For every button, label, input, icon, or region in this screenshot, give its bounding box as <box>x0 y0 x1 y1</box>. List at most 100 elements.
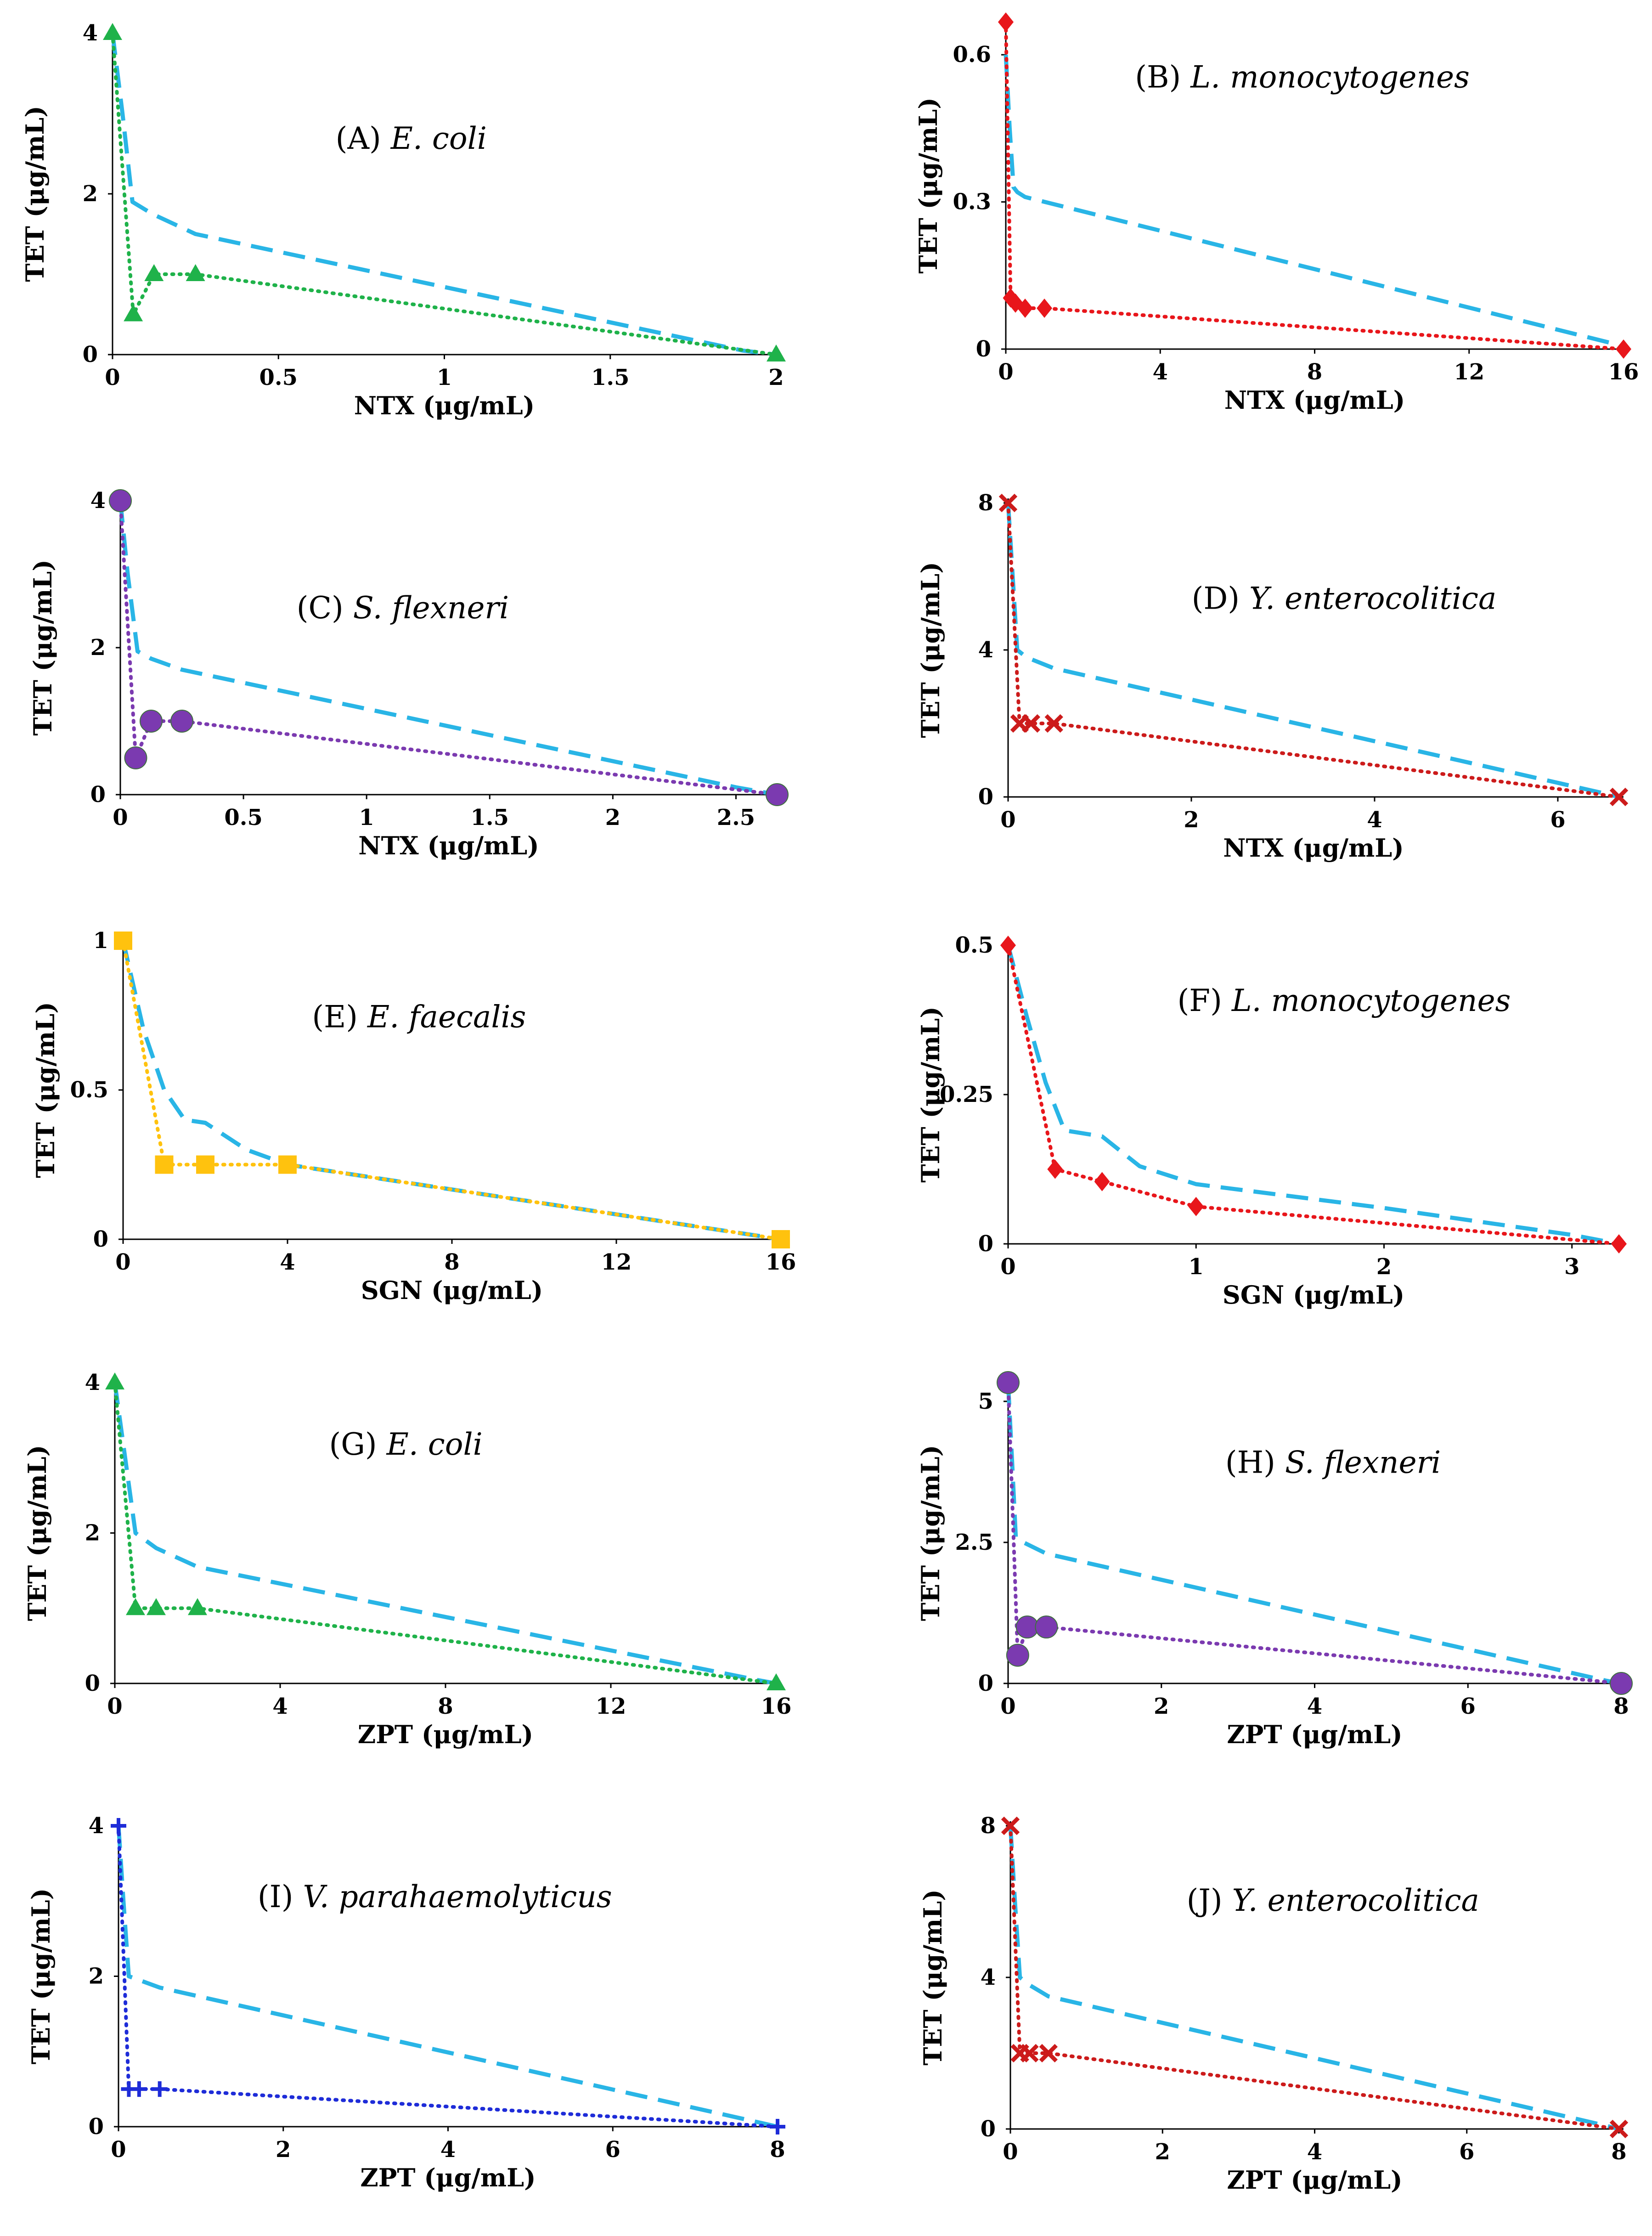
y-axis-label: TET (μg/mL) <box>913 97 943 274</box>
y-axis-label: TET (μg/mL) <box>23 1445 52 1621</box>
y-tick-label: 0 <box>981 2116 996 2142</box>
x-tick-label: 1.5 <box>471 805 509 830</box>
panel-title-prefix: (D) <box>1192 581 1249 616</box>
panel-J: 0 2 4 6 8 0 4 8 ZPT (μg/mL) TET (μg/mL) (J) Y. ent… <box>918 1813 1629 2195</box>
observed-line <box>111 31 778 356</box>
y-tick-label: 0 <box>93 1226 108 1252</box>
observed-line <box>121 939 783 1241</box>
x-tick-label: 8 <box>438 1694 453 1719</box>
panel-title: (F) L. monocytogenes <box>1178 983 1511 1018</box>
y-tick-label: 2 <box>83 181 98 207</box>
data-point-x <box>998 493 1018 513</box>
data-point-diamond <box>1037 299 1053 318</box>
data-point-square <box>114 932 132 950</box>
y-axis-label: TET (μg/mL) <box>918 1889 947 2066</box>
data-point-diamond <box>1188 1197 1204 1216</box>
observed-line <box>118 499 779 796</box>
panel-title: (B) L. monocytogenes <box>1135 59 1470 95</box>
y-tick-label: 8 <box>981 1813 996 1839</box>
x-tick-label: 4 <box>1153 359 1168 385</box>
data-point-circle <box>109 489 132 512</box>
data-point-triangle <box>188 1598 207 1615</box>
panel-title-species: L. monocytogenes <box>1231 983 1511 1018</box>
data-point-x <box>1020 2044 1039 2063</box>
data-point-circle <box>170 710 194 733</box>
y-tick-label: 4 <box>89 1813 104 1839</box>
data-point-circle <box>1035 1615 1058 1639</box>
y-tick-label: 2 <box>85 1520 100 1546</box>
y-axis-label: TET (μg/mL) <box>20 106 50 282</box>
x-tick-label: 0.5 <box>259 365 298 390</box>
panel-title-species: V. parahaemolyticus <box>303 1879 612 1914</box>
y-tick-label: 1 <box>93 928 108 954</box>
x-axis-label: ZPT (μg/mL) <box>1227 2165 1402 2195</box>
panel-title-prefix: (G) <box>329 1427 386 1462</box>
data-point-triangle <box>124 304 143 322</box>
x-tick-label: 8 <box>1307 359 1322 385</box>
x-axis-label: SGN (μg/mL) <box>1223 1280 1404 1310</box>
data-point-square <box>155 1155 174 1174</box>
data-point-diamond <box>998 12 1014 32</box>
panel-B: 0 4 8 12 16 0 0.3 0.6 NTX (μg/mL) TET (μg/mL) (B) … <box>913 12 1639 415</box>
x-tick-label: 16 <box>1608 359 1639 385</box>
x-tick-label: 2 <box>1154 1694 1169 1719</box>
x-tick-label: 0 <box>998 359 1013 385</box>
x-tick-label: 4 <box>1307 2139 1322 2165</box>
observed-line <box>1006 501 1621 799</box>
panel-title-species: S. flexneri <box>1285 1445 1441 1480</box>
panel-title: (A) E. coli <box>336 121 487 156</box>
panel-title-species: E. coli <box>390 121 487 156</box>
additivity-line <box>1006 944 1619 1246</box>
x-tick-label: 2 <box>605 805 620 830</box>
data-point-circle <box>1610 1672 1633 1695</box>
data-point-triangle <box>103 23 122 40</box>
data-point-x <box>1609 787 1629 807</box>
y-tick-label: 0 <box>89 2114 104 2140</box>
x-tick-label: 4 <box>1307 1694 1322 1719</box>
x-tick-label: 4 <box>272 1694 288 1719</box>
data-point-diamond <box>1611 1234 1627 1254</box>
x-tick-label: 8 <box>770 2137 785 2163</box>
x-tick-label: 8 <box>1613 1694 1629 1719</box>
additivity-line <box>110 33 777 357</box>
x-tick-label: 2 <box>1376 1254 1392 1280</box>
x-tick-label: 0 <box>1000 1694 1015 1719</box>
data-point-x <box>1039 2044 1058 2063</box>
data-point-x <box>1609 2119 1629 2139</box>
data-point-square <box>278 1155 297 1174</box>
data-point-triangle <box>767 1673 786 1690</box>
y-tick-label: 0.25 <box>940 1082 993 1107</box>
data-point-diamond <box>1017 299 1033 318</box>
data-point-x <box>1001 1816 1020 1835</box>
x-tick-label: 6 <box>1460 1694 1476 1719</box>
x-tick-label: 4 <box>440 2137 456 2163</box>
panel-title: (E) E. faecalis <box>312 999 526 1035</box>
y-tick-label: 0.5 <box>70 1077 108 1103</box>
x-tick-label: 4 <box>1367 807 1382 833</box>
y-tick-label: 0.6 <box>953 42 991 68</box>
data-point-triangle <box>105 1372 124 1389</box>
data-point-circle <box>997 1371 1020 1394</box>
data-point-circle <box>124 746 147 769</box>
data-point-triangle <box>126 1598 145 1615</box>
x-tick-label: 1.5 <box>591 365 630 390</box>
x-tick-label: 0.5 <box>224 805 263 830</box>
data-point-diamond <box>1616 339 1631 359</box>
y-axis-label: TET (μg/mL) <box>916 562 945 738</box>
x-tick-label: 6 <box>1550 807 1565 833</box>
y-axis-label: TET (μg/mL) <box>28 559 57 736</box>
x-tick-label: 4 <box>280 1249 295 1275</box>
panel-title-species: S. flexneri <box>353 590 509 626</box>
panel-title-prefix: (E) <box>312 999 367 1035</box>
panel-E: 0 4 8 12 16 0 0.5 1 SGN (μg/mL) TET (μg/mL) (E) E.… <box>31 928 796 1305</box>
observed-line <box>1006 1381 1623 1685</box>
x-tick-label: 0 <box>115 1249 130 1275</box>
x-tick-label: 2 <box>768 365 784 390</box>
x-tick-label: 0 <box>1000 807 1015 833</box>
data-point-plus <box>152 2081 168 2097</box>
panel-title-prefix: (I) <box>258 1879 303 1914</box>
data-point-triangle <box>144 264 164 281</box>
panel-title: (G) E. coli <box>329 1427 482 1462</box>
additivity-line <box>116 1825 778 2129</box>
panel-title-species: Y. enterocolitica <box>1232 1883 1479 1918</box>
